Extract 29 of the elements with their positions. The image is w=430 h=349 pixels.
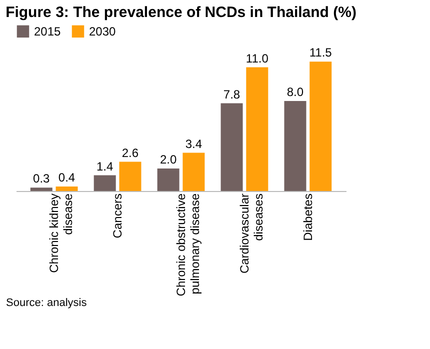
bar <box>157 168 180 191</box>
data-label: 7.8 <box>223 87 240 102</box>
data-label: 3.4 <box>185 136 202 151</box>
bar <box>246 67 268 191</box>
bar <box>119 162 142 191</box>
data-label: 2.6 <box>122 146 139 160</box>
x-tick-label: Diabetes <box>300 194 315 241</box>
data-label: 0.4 <box>58 170 76 184</box>
bar <box>284 101 306 191</box>
bar <box>56 186 78 191</box>
data-label: 8.0 <box>286 85 304 99</box>
bar <box>220 103 243 191</box>
chart-title: Figure 3: The prevalence of NCDs in Thailand (%) <box>6 4 356 21</box>
x-tick-label: Cancers <box>110 194 125 238</box>
bar <box>182 152 205 191</box>
bar <box>30 188 52 191</box>
bar <box>94 175 116 191</box>
data-label: 1.4 <box>96 159 114 174</box>
x-tick-label: Chronic obstructive pulmonary disease <box>174 193 202 296</box>
data-label: 0.3 <box>33 172 50 186</box>
data-label: 11.5 <box>309 46 332 60</box>
legend-label: 2015 <box>34 24 62 38</box>
data-label: 11.0 <box>246 51 269 66</box>
x-tick-label: Chronic kidney disease <box>47 193 76 273</box>
data-label: 2.0 <box>160 152 177 166</box>
source-note: Source: analysis <box>6 297 88 309</box>
bar <box>310 62 332 191</box>
x-tick-label: Cardiovascular diseases <box>237 194 266 274</box>
legend-label: 2030 <box>89 24 116 38</box>
